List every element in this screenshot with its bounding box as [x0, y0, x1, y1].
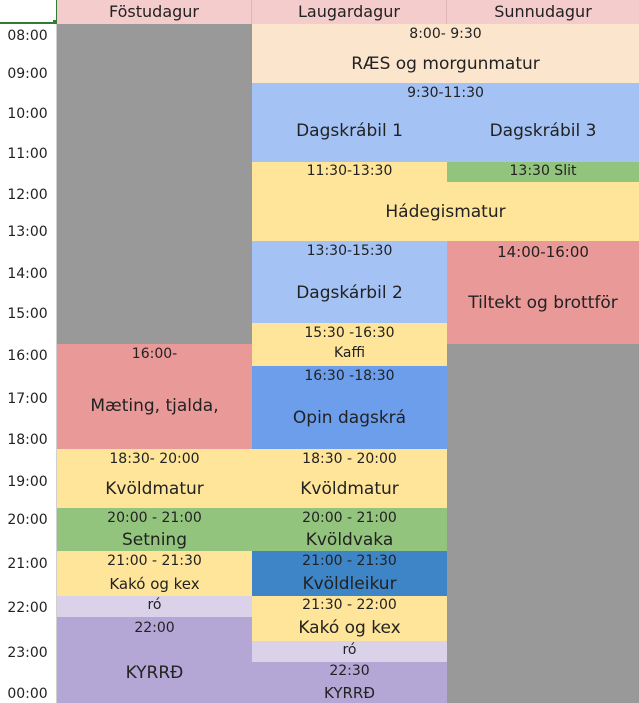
sat-breakfast-title: RÆS og morgunmatur: [351, 54, 540, 74]
fri-unused-block[interactable]: [57, 24, 252, 344]
sat-lunch-title: Hádegismatur: [385, 202, 506, 222]
time-label: 19:00: [7, 474, 48, 490]
time-label: 08:00: [7, 28, 48, 44]
sat-games-cell[interactable]: 21:00 - 21:30 Kvöldleikur: [252, 551, 447, 596]
sat-evening-title: Kvöldvaka: [305, 530, 394, 550]
fri-arrival-title: Mæting, tjalda,: [90, 396, 219, 416]
sat-program2-title: Dagskárbil 2: [296, 283, 403, 303]
sat-ro-cell[interactable]: ró: [252, 641, 447, 662]
sat-dinner-time: 18:30 - 20:00: [302, 451, 397, 467]
sun-slit-label: 13:30 Slit: [509, 163, 577, 179]
fri-quiet-time: 22:00: [134, 620, 175, 636]
sat-program2-cell[interactable]: 13:30-15:30 Dagskárbil 2: [252, 241, 447, 323]
sat-dinner-cell[interactable]: 18:30 - 20:00 Kvöldmatur: [252, 449, 447, 508]
fri-quiet-cell[interactable]: 22:00 KYRRÐ: [57, 617, 252, 703]
fri-arrival-cell[interactable]: 16:00- Mæting, tjalda,: [57, 344, 252, 449]
sun-program3-title: Dagskrábil 3: [489, 121, 597, 141]
sat-breakfast-cell[interactable]: 8:00- 9:30 RÆS og morgunmatur: [252, 24, 639, 83]
time-label: 18:00: [7, 432, 48, 448]
time-label: 00:00: [7, 686, 48, 702]
fri-opening-cell[interactable]: 20:00 - 21:00 Setning: [57, 508, 252, 551]
sun-cleanup-cell[interactable]: 14:00-16:00 Tiltekt og brottför: [447, 241, 639, 344]
sat-games-time: 21:00 - 21:30: [302, 553, 397, 569]
sat-breakfast-time: 8:00- 9:30: [409, 26, 482, 42]
time-column: 08:00 09:00 10:00 11:00 12:00 13:00 14:0…: [0, 24, 57, 703]
sat-evening-cell[interactable]: 20:00 - 21:00 Kvöldvaka: [252, 508, 447, 551]
sat-lunch-time-cell[interactable]: 11:30-13:30: [252, 162, 447, 182]
sat-dinner-title: Kvöldmatur: [300, 479, 399, 499]
fri-quiet-title: KYRRÐ: [125, 663, 184, 683]
sat-open-time: 16:30 -18:30: [304, 368, 395, 384]
sat-quiet-title: KYRRÐ: [324, 684, 375, 702]
time-label: 22:00: [7, 600, 48, 616]
sun-cleanup-title: Tiltekt og brottför: [468, 293, 618, 313]
fri-dinner-title: Kvöldmatur: [105, 479, 204, 499]
time-label: 23:00: [7, 645, 48, 661]
sat-lunch-cell[interactable]: Hádegismatur: [252, 182, 639, 241]
time-label: 13:00: [7, 224, 48, 240]
day-header-friday[interactable]: Föstudagur: [57, 0, 252, 24]
sat-cocoa-time: 21:30 - 22:00: [302, 597, 397, 613]
fri-cocoa-time: 21:00 - 21:30: [107, 553, 202, 569]
fri-cocoa-title: Kakó og kex: [109, 575, 200, 593]
day-header-saturday[interactable]: Laugardagur: [252, 0, 447, 24]
sat-games-title: Kvöldleikur: [302, 574, 397, 594]
sat-coffee-title: Kaffi: [333, 345, 366, 361]
time-label: 16:00: [7, 348, 48, 364]
sat-program2-time: 13:30-15:30: [306, 243, 393, 259]
time-label: 14:00: [7, 266, 48, 282]
fri-opening-title: Setning: [122, 530, 187, 550]
time-label: 17:00: [7, 391, 48, 407]
fri-ro-cell[interactable]: ró: [57, 596, 252, 617]
fri-arrival-time: 16:00-: [131, 346, 178, 362]
sat-open-cell[interactable]: 16:30 -18:30 Opin dagskrá: [252, 366, 447, 449]
sat-quiet-cell[interactable]: 22:30 KYRRÐ: [252, 662, 447, 703]
day-header-sunday[interactable]: Sunnudagur: [447, 0, 639, 24]
time-label: 20:00: [7, 512, 48, 528]
sat-program1-title: Dagskrábil 1: [296, 121, 403, 141]
time-label: 09:00: [7, 66, 48, 82]
sat-coffee-cell[interactable]: 15:30 -16:30 Kaffi: [252, 323, 447, 366]
fri-opening-time: 20:00 - 21:00: [107, 510, 202, 526]
time-label: 15:00: [7, 306, 48, 322]
sat-evening-time: 20:00 - 21:00: [302, 510, 397, 526]
time-label: 21:00: [7, 556, 48, 572]
time-label: 11:00: [7, 146, 48, 162]
fri-dinner-cell[interactable]: 18:30- 20:00 Kvöldmatur: [57, 449, 252, 508]
fri-ro-label: ró: [147, 597, 162, 613]
fri-dinner-time: 18:30- 20:00: [109, 451, 200, 467]
sat-cocoa-title: Kakó og kex: [298, 618, 401, 638]
select-all-corner[interactable]: [0, 0, 57, 24]
sat-lunch-time: 11:30-13:30: [306, 163, 393, 179]
time-label: 10:00: [7, 106, 48, 122]
sat-open-title: Opin dagskrá: [292, 408, 407, 428]
sat-ro-label: ró: [342, 642, 357, 658]
selection-handle[interactable]: [53, 20, 59, 26]
sat-coffee-time: 15:30 -16:30: [304, 325, 395, 341]
sun-unused-block[interactable]: [447, 344, 639, 703]
sat-cocoa-cell[interactable]: 21:30 - 22:00 Kakó og kex: [252, 596, 447, 641]
sun-cleanup-time: 14:00-16:00: [497, 243, 589, 261]
sat-program1-time: 9:30-11:30: [407, 85, 484, 101]
sun-slit-cell[interactable]: 13:30 Slit: [447, 162, 639, 182]
time-label: 12:00: [7, 187, 48, 203]
sat-program1-cell[interactable]: 9:30-11:30 Dagskrábil 1 Dagskrábil 3: [252, 83, 639, 162]
sat-quiet-time: 22:30: [329, 663, 370, 679]
fri-cocoa-cell[interactable]: 21:00 - 21:30 Kakó og kex: [57, 551, 252, 596]
